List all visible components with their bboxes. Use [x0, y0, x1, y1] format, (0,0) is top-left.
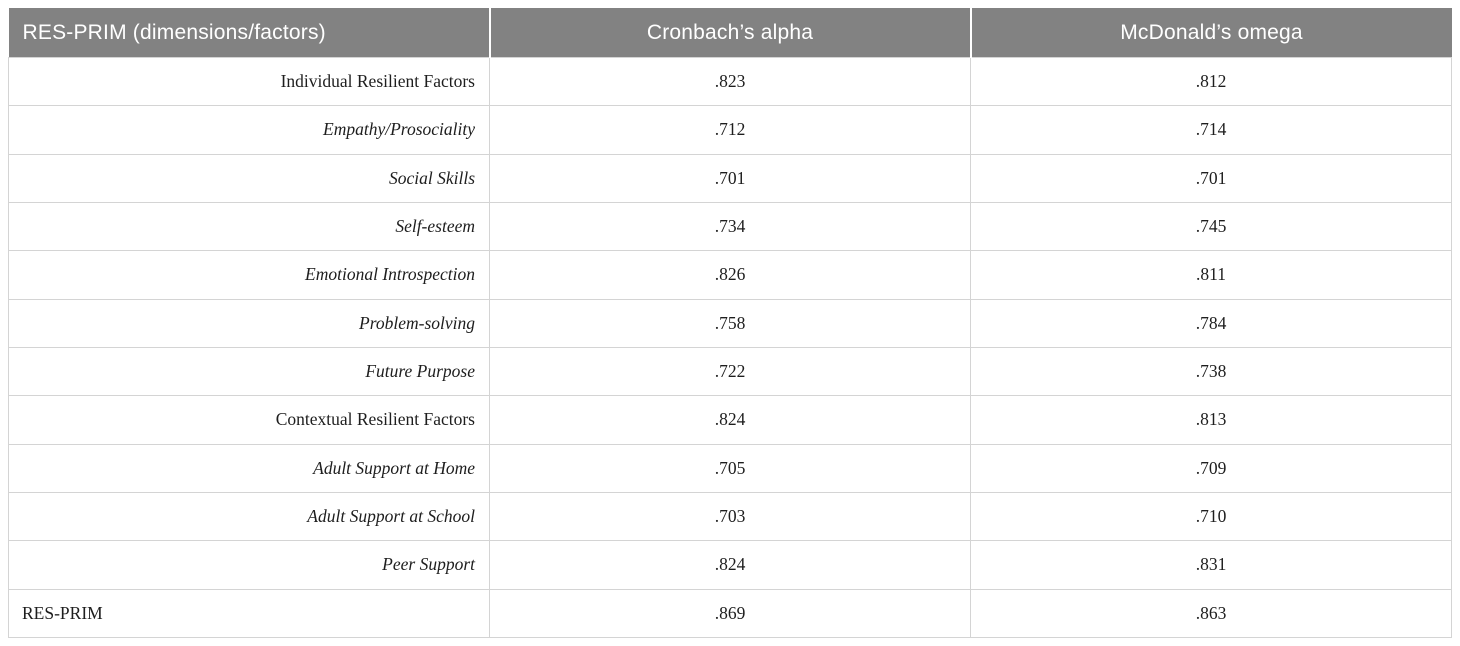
dimension-label: Problem-solving [8, 298, 490, 348]
omega-value: .831 [970, 540, 1452, 590]
alpha-value: .722 [489, 346, 971, 397]
header-cronbach-alpha: Cronbach’s alpha [488, 8, 971, 58]
alpha-value: .734 [489, 201, 971, 252]
table-row: Adult Support at School .703 .710 [8, 491, 1452, 542]
table-row: Future Purpose .722 .738 [8, 346, 1452, 397]
table-row: Contextual Resilient Factors .824 .813 [8, 395, 1452, 445]
omega-value: .784 [970, 298, 1452, 348]
dimension-label: Peer Support [8, 540, 490, 590]
table-row-total: RES-PRIM .869 .863 [8, 588, 1452, 639]
omega-value: .812 [970, 56, 1452, 107]
factor-label: Contextual Resilient Factors [8, 395, 490, 445]
table-body: Individual Resilient Factors .823 .812 E… [8, 56, 1452, 639]
alpha-value: .712 [489, 105, 971, 155]
table-row: Emotional Introspection .826 .811 [8, 250, 1452, 300]
table-row: Individual Resilient Factors .823 .812 [8, 56, 1452, 107]
alpha-value: .701 [489, 153, 971, 203]
table-row: Adult Support at Home .705 .709 [8, 443, 1452, 493]
dimension-label: Self-esteem [8, 201, 490, 252]
alpha-value: .703 [489, 491, 971, 542]
alpha-value: .823 [489, 56, 971, 107]
omega-value: .714 [970, 105, 1452, 155]
alpha-value: .869 [489, 588, 971, 639]
header-dimension: RES-PRIM (dimensions/factors) [8, 8, 490, 58]
dimension-label: Empathy/Prosociality [8, 105, 490, 155]
reliability-table: RES-PRIM (dimensions/factors) Cronbach’s… [8, 8, 1452, 639]
alpha-value: .705 [489, 443, 971, 493]
omega-value: .738 [970, 346, 1452, 397]
omega-value: .709 [970, 443, 1452, 493]
header-row: RES-PRIM (dimensions/factors) Cronbach’s… [8, 8, 1452, 58]
table-row: Problem-solving .758 .784 [8, 298, 1452, 348]
omega-value: .701 [970, 153, 1452, 203]
table-row: Peer Support .824 .831 [8, 540, 1452, 590]
alpha-value: .824 [489, 395, 971, 445]
factor-label: Individual Resilient Factors [8, 56, 490, 107]
omega-value: .710 [970, 491, 1452, 542]
dimension-label: Adult Support at Home [8, 443, 490, 493]
table-header: RES-PRIM (dimensions/factors) Cronbach’s… [8, 8, 1452, 58]
omega-value: .811 [970, 250, 1452, 300]
dimension-label: Emotional Introspection [8, 250, 490, 300]
header-mcdonald-omega: McDonald’s omega [969, 8, 1452, 58]
alpha-value: .824 [489, 540, 971, 590]
omega-value: .745 [970, 201, 1452, 252]
alpha-value: .758 [489, 298, 971, 348]
omega-value: .813 [970, 395, 1452, 445]
dimension-label: Adult Support at School [8, 491, 490, 542]
dimension-label: Future Purpose [8, 346, 490, 397]
omega-value: .863 [970, 588, 1452, 639]
table-row: Empathy/Prosociality .712 .714 [8, 105, 1452, 155]
table-row: Social Skills .701 .701 [8, 153, 1452, 203]
scale-total-label: RES-PRIM [8, 588, 490, 639]
dimension-label: Social Skills [8, 153, 490, 203]
alpha-value: .826 [489, 250, 971, 300]
table-row: Self-esteem .734 .745 [8, 201, 1452, 252]
